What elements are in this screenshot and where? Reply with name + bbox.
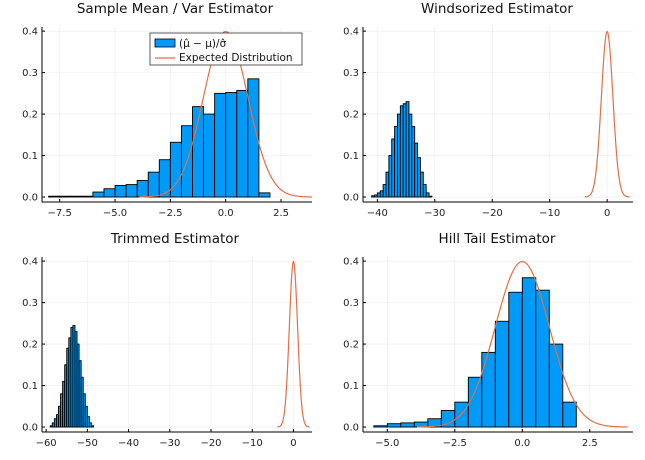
y-tick-label: 0.0 bbox=[343, 423, 359, 434]
x-tick-label: −2.5 bbox=[158, 208, 182, 219]
x-tick-label: −40 bbox=[118, 438, 139, 449]
x-tick-label: 2.5 bbox=[273, 208, 289, 219]
histogram-bar bbox=[136, 179, 149, 198]
histogram-bar bbox=[508, 291, 523, 428]
histogram-bar bbox=[236, 89, 249, 198]
panel-trimmed: Trimmed Estimator −60 −50 −40 −30 −20 −10 0 0.0… bbox=[22, 231, 312, 449]
histogram-bar bbox=[114, 184, 127, 198]
expected-distribution-curve bbox=[584, 30, 630, 198]
y-tick-label: 0.1 bbox=[22, 381, 38, 392]
x-tick-label: 0 bbox=[290, 438, 296, 449]
histogram-bar bbox=[521, 277, 537, 428]
histogram-bar bbox=[125, 184, 138, 198]
y-tick-label: 0.2 bbox=[22, 110, 38, 121]
histogram-bar bbox=[373, 425, 388, 428]
y-tick-label: 0.0 bbox=[22, 193, 38, 204]
legend-box bbox=[149, 32, 303, 66]
histogram-bar bbox=[48, 195, 61, 198]
histogram-bar bbox=[203, 113, 216, 198]
x-tick-label: 0.0 bbox=[514, 438, 530, 449]
histogram-bar bbox=[481, 351, 496, 428]
histogram-bar bbox=[225, 92, 238, 198]
y-tick-label: 0.3 bbox=[22, 68, 38, 79]
x-tick-label: −60 bbox=[36, 438, 57, 449]
panel-title: Trimmed Estimator bbox=[110, 231, 240, 247]
histogram-bar bbox=[59, 195, 72, 198]
histogram-bar bbox=[81, 195, 94, 198]
y-tick-label: 0.2 bbox=[22, 340, 38, 351]
x-tick-label: −10 bbox=[539, 208, 560, 219]
x-tick-label: −30 bbox=[159, 438, 180, 449]
x-tick-label: −5.0 bbox=[103, 208, 127, 219]
panel-sample-mean-var: Sample Mean / Var Estimator −7.5 −5.0 −2.5… bbox=[22, 1, 313, 219]
y-tick-label: 0.0 bbox=[343, 193, 359, 204]
x-tick-label: 0 bbox=[604, 208, 610, 219]
expected-distribution-curve bbox=[277, 260, 310, 428]
y-tick-label: 0.1 bbox=[343, 381, 359, 392]
y-tick-label: 0.3 bbox=[22, 298, 38, 309]
histogram-bar bbox=[386, 423, 402, 428]
histogram-bar bbox=[247, 78, 260, 198]
y-tick-label: 0.4 bbox=[22, 27, 38, 38]
panel-title: Windsorized Estimator bbox=[421, 1, 573, 17]
histogram-bar bbox=[88, 422, 92, 428]
panel-hill-tail: Hill Tail Estimator −5.0 −2.5 0.0 2.5 0.0 0.1… bbox=[343, 231, 633, 449]
x-tick-label: −2.5 bbox=[443, 438, 467, 449]
panel-title: Sample Mean / Var Estimator bbox=[77, 1, 274, 17]
x-tick-label: −7.5 bbox=[48, 208, 72, 219]
panel-windsorized: Windsorized Estimator −40 −30 −20 −10 0 0.0 0.… bbox=[343, 1, 633, 219]
y-tick-label: 0.3 bbox=[343, 298, 359, 309]
y-tick-label: 0.3 bbox=[343, 68, 359, 79]
y-tick-label: 0.4 bbox=[22, 257, 38, 268]
legend: (μ̂ − μ)/σ̂ Expected Distribution bbox=[149, 32, 303, 66]
x-tick-label: −50 bbox=[77, 438, 98, 449]
y-tick-label: 0.4 bbox=[343, 27, 359, 38]
y-tick-label: 0.1 bbox=[343, 151, 359, 162]
histogram-bar bbox=[214, 92, 227, 198]
x-tick-label: −20 bbox=[482, 208, 503, 219]
histogram-bar bbox=[70, 195, 83, 198]
histogram-bar bbox=[400, 422, 415, 428]
histogram-bar bbox=[103, 188, 116, 198]
histogram-bar bbox=[548, 343, 564, 428]
x-tick-label: −20 bbox=[200, 438, 221, 449]
histogram-bar bbox=[422, 184, 427, 198]
histogram-bar bbox=[147, 171, 160, 198]
histogram-bar bbox=[92, 191, 105, 198]
y-tick-label: 0.1 bbox=[22, 151, 38, 162]
y-tick-label: 0.2 bbox=[343, 110, 359, 121]
y-tick-label: 0.2 bbox=[343, 340, 359, 351]
legend-label-expected: Expected Distribution bbox=[179, 52, 293, 64]
histogram-bar bbox=[258, 192, 271, 198]
legend-label-histogram: (μ̂ − μ)/σ̂ bbox=[179, 38, 227, 50]
x-tick-label: −5.0 bbox=[375, 438, 399, 449]
histogram-bar bbox=[91, 425, 94, 428]
expected-distribution-curve bbox=[139, 30, 313, 198]
x-tick-label: 2.5 bbox=[582, 438, 598, 449]
y-tick-label: 0.0 bbox=[22, 423, 38, 434]
legend-swatch-histogram bbox=[154, 38, 176, 48]
x-tick-label: −40 bbox=[367, 208, 388, 219]
histogram-bar bbox=[494, 320, 510, 428]
x-tick-label: 0.0 bbox=[218, 208, 234, 219]
x-tick-label: −30 bbox=[424, 208, 445, 219]
x-tick-label: −10 bbox=[242, 438, 263, 449]
histogram-bar bbox=[562, 401, 577, 428]
histogram-bar bbox=[428, 195, 433, 198]
histogram-bar bbox=[535, 289, 550, 428]
panel-title: Hill Tail Estimator bbox=[439, 231, 556, 247]
expected-distribution-curve bbox=[416, 260, 628, 428]
histogram-bar bbox=[86, 416, 90, 428]
y-tick-label: 0.4 bbox=[343, 257, 359, 268]
histogram-bar bbox=[425, 192, 430, 198]
